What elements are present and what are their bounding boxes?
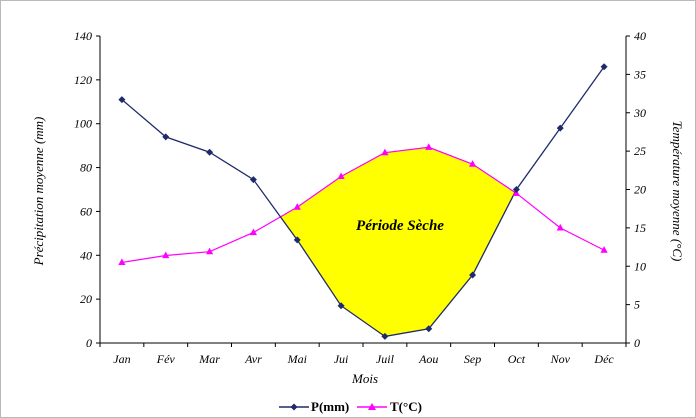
y2-tick-label: 30 xyxy=(633,106,646,120)
x-tick-label: Juil xyxy=(376,352,395,366)
ticks-layer: 0 20 40 60 80 100 120 140 0 5 10 15 20 25 30 35 40 Jan Fév… xyxy=(74,29,646,366)
temperature-point xyxy=(205,247,214,255)
precipitation-point xyxy=(556,124,564,132)
dry-period-layer xyxy=(280,147,515,337)
precipitation-point xyxy=(512,186,520,193)
x-tick-label: Fév xyxy=(156,352,176,366)
temperature-point xyxy=(600,246,608,253)
dry-period-label: Période Sèche xyxy=(356,218,444,234)
precipitation-point xyxy=(425,325,433,333)
temperature-point xyxy=(381,148,389,156)
legend-temperature-marker xyxy=(368,403,376,410)
y2-tick-label: 25 xyxy=(634,144,646,158)
y2-tick-label: 15 xyxy=(634,221,646,235)
series-layer xyxy=(118,63,608,340)
y2-tick-label: 0 xyxy=(634,336,640,350)
dry-period-fill xyxy=(280,147,515,337)
precipitation-point xyxy=(469,271,477,279)
y2-axis-title: Température moyenne (°C) xyxy=(670,121,685,262)
x-tick-label: Sep xyxy=(464,352,481,366)
y-tick-label: 0 xyxy=(86,336,92,350)
x-tick-label: Jan xyxy=(113,352,130,366)
x-tick-label: Nov xyxy=(550,352,571,366)
precipitation-point xyxy=(293,236,301,244)
y-tick-label: 100 xyxy=(74,117,92,131)
temperature-point xyxy=(249,228,258,236)
temperature-point xyxy=(425,143,433,150)
x-tick-label: Aou xyxy=(418,352,438,366)
x-tick-label: Déc xyxy=(593,352,614,366)
y2-tick-label: 35 xyxy=(633,67,646,81)
precipitation-point xyxy=(337,302,345,310)
y2-tick-label: 20 xyxy=(634,183,646,197)
precipitation-point xyxy=(381,332,389,340)
y2-tick-label: 40 xyxy=(634,29,646,43)
legend-item-precipitation: P(mm) xyxy=(279,399,349,414)
temperature-point xyxy=(468,160,477,167)
precipitation-point xyxy=(249,176,257,184)
x-tick-label: Oct xyxy=(508,352,526,366)
y-tick-label: 20 xyxy=(80,292,92,306)
y-tick-label: 80 xyxy=(80,161,92,175)
y-tick-label: 120 xyxy=(74,73,92,87)
y2-tick-label: 10 xyxy=(634,259,646,273)
x-tick-label: Avr xyxy=(244,352,262,366)
y2-tick-label: 5 xyxy=(634,298,640,312)
temperature-point xyxy=(337,172,345,180)
temperature-line xyxy=(121,146,605,264)
legend-temperature-label: T(°C) xyxy=(390,399,422,414)
temperature-point xyxy=(293,203,301,210)
x-axis-title: Mois xyxy=(351,371,378,386)
precipitation-point xyxy=(162,133,170,141)
y-tick-label: 140 xyxy=(74,29,92,43)
precipitation-point xyxy=(206,148,214,156)
x-tick-label: Jui xyxy=(334,352,349,366)
legend-item-temperature: T(°C) xyxy=(357,399,422,414)
x-tick-label: Mai xyxy=(287,352,307,366)
y-axis-title: Précipitation moyenne (mm) xyxy=(31,117,46,267)
precipitation-line xyxy=(121,66,605,338)
legend: P(mm) T(°C) xyxy=(279,399,422,414)
precipitation-point xyxy=(118,96,126,104)
legend-precipitation-marker xyxy=(290,403,298,411)
temperature-point xyxy=(162,251,170,259)
x-tick-label: Mar xyxy=(198,352,220,366)
y-tick-label: 60 xyxy=(80,204,92,218)
temperature-point xyxy=(556,223,564,231)
temperature-point xyxy=(118,258,126,266)
y-tick-label: 40 xyxy=(80,248,92,262)
legend-precipitation-label: P(mm) xyxy=(311,399,349,414)
